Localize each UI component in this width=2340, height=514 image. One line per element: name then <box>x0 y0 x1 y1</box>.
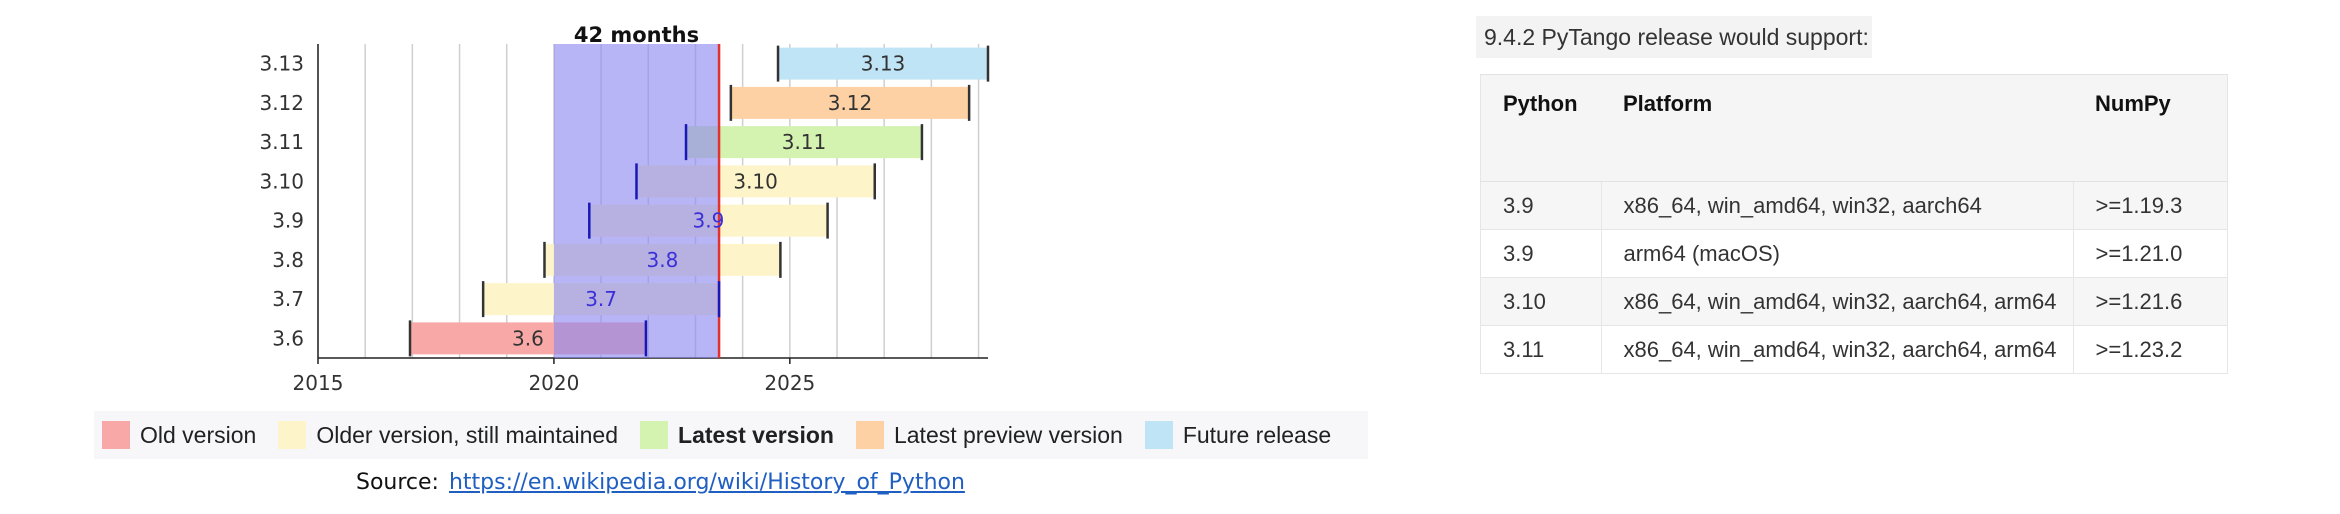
source-link[interactable]: https://en.wikipedia.org/wiki/History_of… <box>448 470 965 495</box>
y-tick-label: 3.7 <box>272 287 304 311</box>
column-header-python: Python <box>1480 74 1601 182</box>
legend-swatch-older <box>278 421 307 449</box>
cell-numpy: >=1.19.3 <box>2073 181 2228 230</box>
bar-3.11 <box>686 126 922 159</box>
legend-label-future: Future release <box>1182 421 1332 448</box>
cell-platform: x86_64, win_amd64, win32, aarch64 <box>1601 181 2074 230</box>
column-header-platform: Platform <box>1601 74 2073 182</box>
legend-item-older: Older version, still maintained <box>278 421 618 449</box>
cell-platform: x86_64, win_amd64, win32, aarch64, arm64 <box>1601 325 2074 374</box>
table-row: 3.11 x86_64, win_amd64, win32, aarch64, … <box>1480 325 2228 374</box>
y-tick-label: 3.8 <box>272 248 304 272</box>
support-table-header-row: Python Platform NumPy <box>1480 74 2228 182</box>
column-header-numpy: NumPy <box>2073 74 2228 182</box>
y-tick-label: 3.11 <box>259 130 304 154</box>
bar-label: 3.12 <box>828 91 873 115</box>
legend-item-latest: Latest version <box>640 421 834 449</box>
support-table: Python Platform NumPy 3.9 x86_64, win_am… <box>1480 74 2228 374</box>
legend-swatch-latest <box>640 421 669 449</box>
y-tick-label: 3.9 <box>272 209 304 233</box>
release-note-heading: 9.4.2 PyTango release would support: <box>1476 16 1872 58</box>
bar-3.13 <box>778 47 988 80</box>
source-line: Source: https://en.wikipedia.org/wiki/His… <box>356 470 965 495</box>
table-row: 3.9 x86_64, win_amd64, win32, aarch64 >=… <box>1480 181 2228 230</box>
cell-python: 3.9 <box>1480 229 1602 278</box>
cell-numpy: >=1.21.6 <box>2073 277 2228 326</box>
source-label: Source: <box>356 470 439 495</box>
highlight-window <box>553 44 720 358</box>
bar-label: 3.11 <box>782 130 827 154</box>
table-row: 3.9 arm64 (macOS) >=1.21.0 <box>1480 229 2228 278</box>
bar-label: 3.10 <box>733 169 778 193</box>
cell-numpy: >=1.21.0 <box>2073 229 2228 278</box>
annotation-label: 42 months <box>574 23 699 47</box>
legend-swatch-preview <box>855 421 884 449</box>
cell-platform: arm64 (macOS) <box>1601 229 2074 278</box>
x-tick-label: 2025 <box>764 371 815 395</box>
table-row: 3.10 x86_64, win_amd64, win32, aarch64, … <box>1480 277 2228 326</box>
legend-item-preview: Latest preview version <box>855 421 1123 449</box>
bar-3.12 <box>730 86 970 119</box>
x-tick-label: 2015 <box>293 371 344 395</box>
legend-label-older: Older version, still maintained <box>316 421 619 448</box>
bar-label: 3.13 <box>861 52 906 76</box>
y-tick-label: 3.13 <box>259 52 304 76</box>
y-tick-label: 3.10 <box>259 169 304 193</box>
chart-legend: Old version Older version, still maintai… <box>94 411 1368 459</box>
x-tick-label: 2020 <box>528 371 579 395</box>
cell-python: 3.9 <box>1480 181 1602 230</box>
cell-numpy: >=1.23.2 <box>2073 325 2228 374</box>
cell-platform: x86_64, win_amd64, win32, aarch64, arm64 <box>1601 277 2074 326</box>
legend-label-old: Old version <box>140 421 257 448</box>
legend-swatch-old <box>102 421 130 449</box>
legend-label-latest: Latest version <box>678 421 834 448</box>
python-release-timeline-chart: 3.133.133.123.123.113.113.103.103.93.93.… <box>259 23 990 395</box>
bar-label: 3.6 <box>512 326 544 350</box>
bar-label: 3.7 <box>585 287 617 311</box>
bar-label: 3.8 <box>647 248 679 272</box>
legend-swatch-future <box>1144 421 1173 449</box>
y-tick-label: 3.12 <box>259 91 304 115</box>
cell-python: 3.10 <box>1480 277 1602 326</box>
legend-label-preview: Latest preview version <box>893 421 1123 448</box>
legend-item-future: Future release <box>1144 421 1332 449</box>
cell-python: 3.11 <box>1480 325 1602 374</box>
legend-item-old: Old version <box>102 421 256 449</box>
y-tick-label: 3.6 <box>272 326 304 350</box>
bar-label: 3.9 <box>693 209 725 233</box>
